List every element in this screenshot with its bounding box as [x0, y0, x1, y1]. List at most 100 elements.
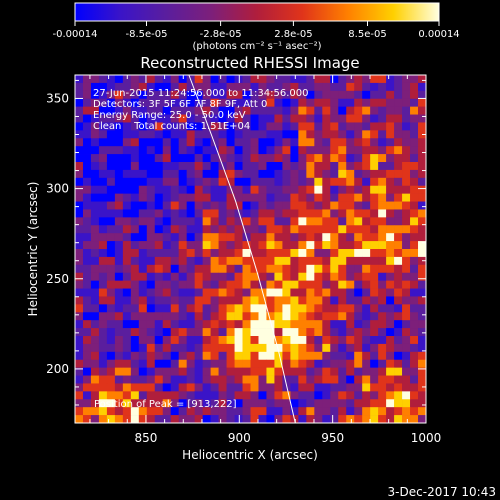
heatmap-cell — [274, 375, 283, 384]
heatmap-cell — [170, 98, 180, 107]
heatmap-cell — [266, 122, 275, 131]
heatmap-cell — [75, 169, 84, 179]
heatmap-cell — [306, 359, 315, 368]
heatmap-cell — [234, 154, 243, 163]
heatmap-cell — [114, 415, 124, 423]
heatmap-cell — [98, 383, 108, 392]
heatmap-cell — [370, 114, 379, 123]
heatmap-cell — [106, 391, 116, 400]
heatmap-cell — [274, 169, 283, 179]
heatmap-cell — [370, 304, 379, 313]
y-tick-label: 200 — [46, 362, 69, 376]
heatmap-cell — [98, 162, 108, 171]
heatmap-cell — [162, 177, 172, 187]
heatmap-cell — [314, 391, 323, 400]
heatmap-cell — [138, 146, 148, 155]
heatmap-cell — [226, 162, 235, 171]
heatmap-cell — [274, 312, 283, 321]
heatmap-cell — [138, 75, 148, 84]
heatmap-cell — [218, 185, 227, 194]
heatmap-cell — [75, 106, 84, 115]
heatmap-cell — [378, 201, 387, 210]
heatmap-cell — [346, 225, 355, 234]
heatmap-cell — [346, 264, 355, 274]
heatmap-cell — [354, 217, 363, 226]
heatmap-cell — [82, 272, 92, 281]
heatmap-cell — [338, 256, 347, 266]
heatmap-cell — [226, 280, 235, 289]
heatmap-cell — [378, 154, 387, 163]
x-axis-label: Heliocentric X (arcsec) — [182, 448, 318, 462]
heatmap-cell — [186, 201, 195, 210]
heatmap-cell — [274, 122, 283, 131]
heatmap-cell — [394, 264, 403, 274]
heatmap-cell — [75, 138, 84, 147]
heatmap-cell — [274, 391, 283, 400]
heatmap-cell — [106, 233, 116, 242]
heatmap-cell — [194, 90, 203, 100]
heatmap-cell — [306, 201, 315, 210]
heatmap-cell — [298, 320, 307, 329]
heatmap-cell — [266, 162, 275, 171]
heatmap-cell — [258, 241, 267, 250]
heatmap-cell — [130, 130, 140, 139]
heatmap-cell — [202, 241, 211, 250]
x-axis-tick-labels: 850 900 950 1000 — [134, 431, 441, 445]
heatmap-cell — [90, 169, 100, 179]
heatmap-cell — [194, 98, 203, 107]
heatmap-cell — [418, 391, 426, 400]
heatmap-cell — [250, 233, 259, 242]
heatmap-cell — [90, 343, 100, 353]
heatmap-cell — [154, 343, 164, 353]
heatmap-cell — [122, 272, 132, 281]
heatmap-cell — [178, 209, 187, 218]
heatmap-cell — [218, 75, 227, 84]
heatmap-cell — [370, 399, 379, 408]
heatmap-cell — [146, 415, 156, 423]
heatmap-cell — [178, 320, 187, 329]
heatmap-cell — [210, 407, 219, 416]
heatmap-cell — [394, 185, 403, 194]
heatmap-cell — [346, 193, 355, 202]
heatmap-cell — [226, 114, 235, 123]
heatmap-cell — [194, 185, 203, 194]
heatmap-cell — [282, 169, 291, 179]
heatmap-cell — [114, 75, 124, 84]
heatmap-cell — [298, 90, 307, 100]
heatmap-cell — [170, 391, 180, 400]
heatmap-cell — [226, 177, 235, 187]
heatmap-cell — [138, 328, 148, 337]
heatmap-cell — [170, 336, 180, 345]
heatmap-cell — [250, 288, 259, 297]
heatmap-cell — [330, 407, 339, 416]
heatmap-cell — [202, 336, 211, 345]
heatmap-cell — [114, 351, 124, 361]
heatmap-cell — [202, 351, 211, 361]
heatmap-cell — [242, 75, 251, 84]
heatmap-cell — [218, 288, 227, 297]
heatmap-cell — [114, 375, 124, 384]
heatmap-cell — [338, 98, 347, 107]
heatmap-cell — [266, 146, 275, 155]
heatmap-cell — [202, 320, 211, 329]
heatmap-cell — [82, 130, 92, 139]
heatmap-cell — [314, 217, 323, 226]
heatmap-cell — [322, 415, 331, 423]
heatmap-cell — [75, 75, 84, 84]
heatmap-cell — [146, 320, 156, 329]
heatmap-cell — [146, 391, 156, 400]
heatmap-cell — [242, 399, 251, 408]
heatmap-cell — [122, 399, 132, 408]
heatmap-cell — [266, 296, 275, 305]
heatmap-cell — [370, 193, 379, 202]
heatmap-cell — [290, 201, 299, 210]
heatmap-cell — [162, 336, 172, 345]
heatmap-cell — [234, 233, 243, 242]
heatmap-cell — [106, 114, 116, 123]
heatmap-cell — [354, 415, 363, 423]
heatmap-cell — [386, 106, 395, 115]
heatmap-cell — [75, 359, 84, 368]
heatmap-cell — [258, 312, 267, 321]
heatmap-cell — [82, 138, 92, 147]
heatmap-cell — [146, 138, 156, 147]
